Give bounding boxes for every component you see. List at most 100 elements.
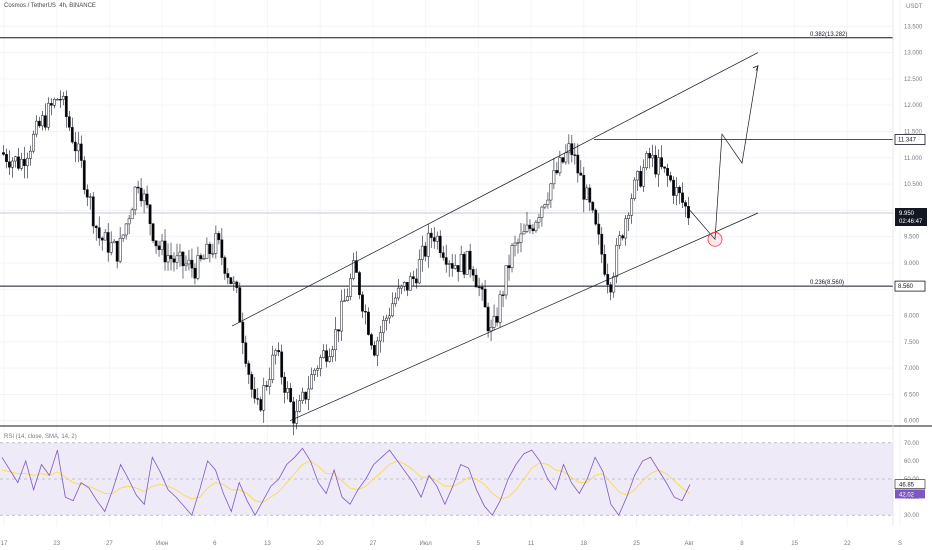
candle bbox=[2, 152, 5, 155]
candle bbox=[483, 288, 487, 308]
candle bbox=[130, 209, 134, 220]
rsi-line bbox=[1, 447, 691, 517]
candle bbox=[480, 286, 484, 290]
candle bbox=[567, 143, 571, 154]
candle bbox=[94, 225, 98, 229]
candle bbox=[241, 321, 245, 344]
target-circle bbox=[707, 231, 723, 247]
projection-path bbox=[689, 65, 759, 241]
date-tick-label: 20 bbox=[317, 541, 324, 547]
candle bbox=[687, 205, 690, 219]
candle bbox=[26, 158, 29, 166]
candle bbox=[429, 232, 433, 238]
candle bbox=[399, 285, 403, 289]
candle bbox=[441, 252, 445, 258]
candle bbox=[277, 350, 281, 353]
candle bbox=[322, 350, 325, 358]
candle bbox=[492, 316, 496, 328]
candle bbox=[591, 201, 595, 211]
date-tick-label: 27 bbox=[370, 541, 377, 547]
candle bbox=[274, 350, 278, 356]
price-tick-label: 13.000 bbox=[904, 51, 923, 57]
candle bbox=[678, 187, 681, 194]
candle bbox=[370, 334, 373, 346]
candle bbox=[495, 316, 499, 323]
rsi-tick-label: 70.00 bbox=[904, 441, 920, 447]
candle bbox=[124, 223, 128, 236]
candle bbox=[579, 172, 583, 176]
candle bbox=[307, 388, 310, 400]
candle bbox=[202, 258, 206, 260]
candle bbox=[82, 160, 86, 190]
fib-price-text: 8.560 bbox=[898, 284, 914, 290]
candle bbox=[618, 235, 622, 246]
candle bbox=[340, 300, 343, 332]
candle bbox=[540, 206, 544, 218]
candle bbox=[456, 265, 460, 272]
price-tick-label: 8.000 bbox=[904, 314, 920, 320]
candle bbox=[46, 103, 50, 128]
candle bbox=[367, 311, 370, 335]
candle bbox=[310, 374, 313, 390]
price-tick-label: 10.500 bbox=[904, 182, 923, 188]
candle bbox=[118, 237, 122, 262]
candle bbox=[148, 204, 152, 225]
candle bbox=[58, 99, 62, 101]
candle bbox=[70, 127, 74, 143]
candle bbox=[624, 218, 628, 239]
price-tick-label: 7.500 bbox=[904, 340, 920, 346]
candle bbox=[510, 245, 514, 269]
rsi-legend: RSI (14, close, SMA, 14, 2) bbox=[4, 434, 77, 440]
candle bbox=[5, 154, 8, 163]
candle bbox=[358, 272, 361, 296]
candle bbox=[229, 277, 233, 284]
candle bbox=[609, 284, 613, 293]
candle bbox=[382, 320, 385, 333]
candle bbox=[313, 369, 316, 375]
candle bbox=[250, 374, 254, 390]
candle bbox=[651, 154, 654, 159]
candle bbox=[585, 187, 589, 200]
candle bbox=[199, 255, 203, 260]
date-tick-label: 22 bbox=[844, 541, 851, 547]
candle bbox=[531, 228, 535, 232]
candle bbox=[552, 170, 556, 185]
candle bbox=[32, 133, 35, 152]
candle bbox=[564, 152, 568, 163]
candle bbox=[373, 345, 376, 356]
date-tick-label: Июл bbox=[420, 541, 433, 547]
candle bbox=[504, 265, 508, 296]
candle bbox=[390, 303, 394, 317]
candle bbox=[414, 278, 418, 284]
date-tick-label: Июн bbox=[156, 541, 168, 547]
candle bbox=[630, 198, 634, 216]
candle bbox=[555, 170, 559, 174]
candle bbox=[534, 221, 538, 232]
candle bbox=[169, 255, 173, 260]
candle bbox=[627, 215, 631, 219]
candle bbox=[157, 245, 161, 250]
candle bbox=[268, 379, 272, 387]
candle bbox=[325, 350, 328, 362]
candle bbox=[8, 161, 11, 168]
rsi-value-text: 46.85 bbox=[899, 483, 915, 489]
candle bbox=[220, 239, 224, 258]
level-price-tag bbox=[894, 134, 926, 145]
symbol-title[interactable]: Cosmos / TetherUS, 4h, BINANCE bbox=[4, 3, 96, 9]
candle bbox=[432, 237, 436, 242]
candle bbox=[151, 223, 155, 241]
candle bbox=[208, 243, 212, 254]
candle bbox=[64, 95, 68, 117]
date-tick-label: 17 bbox=[1, 541, 8, 547]
candle bbox=[642, 167, 646, 187]
candle bbox=[621, 235, 625, 239]
candle bbox=[76, 143, 80, 152]
candle bbox=[238, 287, 242, 323]
candle bbox=[127, 218, 131, 225]
candle bbox=[663, 166, 666, 169]
candle bbox=[654, 154, 657, 175]
candle bbox=[256, 398, 260, 400]
candle bbox=[334, 329, 337, 351]
